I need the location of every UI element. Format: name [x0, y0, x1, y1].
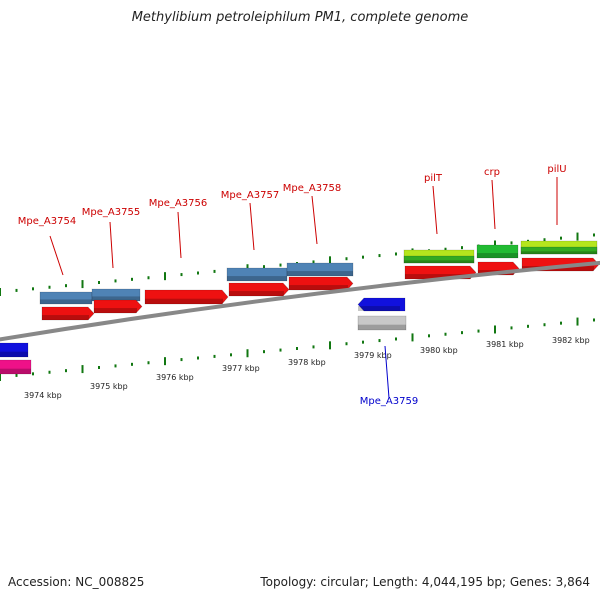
gene-leader-line — [249, 202, 255, 251]
tick-label: 3980 kbp — [420, 346, 458, 355]
genome-summary-text: Topology: circular; Length: 4,044,195 bp… — [260, 575, 590, 589]
gene-leader-line — [432, 185, 438, 235]
cds-arrow-shade — [289, 285, 348, 290]
cds-arrow — [228, 282, 290, 297]
cds-arrow-shade — [229, 291, 284, 296]
gene-labels: Mpe_A3754 Mpe_A3755 Mpe_A3756 Mpe_A3757 Mpe_… — [18, 164, 567, 407]
gene-block — [91, 288, 141, 302]
cds-arrow — [144, 289, 229, 305]
cds-arrow — [41, 306, 95, 321]
gene-block-shade — [40, 299, 92, 304]
gene-label: Mpe_A3758 — [283, 183, 341, 194]
gene-block — [39, 291, 93, 305]
gene-label: Mpe_A3754 — [18, 216, 76, 227]
reverse-cds-block-shade — [358, 324, 406, 330]
reverse-gene-arrow — [357, 297, 406, 312]
inner-tick-track — [0, 317, 595, 381]
gene-block-shade — [227, 276, 287, 281]
kbp-tick-labels: 3974 kbp 3975 kbp 3976 kbp 3977 kbp 3978 kbp… — [24, 336, 590, 400]
cds-arrow-shade — [94, 308, 137, 313]
reverse-cds-block — [357, 315, 407, 331]
gene-leader-line — [109, 221, 114, 269]
gene-block-shade — [477, 253, 518, 258]
accession-text: Accession: NC_008825 — [8, 575, 145, 589]
tick-label: 3975 kbp — [90, 382, 128, 391]
tick-label: 3977 kbp — [222, 364, 260, 373]
cds-arrow-shade — [145, 298, 223, 304]
gene-label: pilU — [547, 164, 566, 175]
gene-label: Mpe_A3756 — [149, 198, 207, 209]
gene-label: Mpe_A3759 — [360, 396, 418, 407]
gene-leader-line — [384, 345, 390, 399]
gene-leader-line — [311, 195, 318, 245]
tick-label: 3976 kbp — [156, 373, 194, 382]
gene-label: Mpe_A3755 — [82, 207, 140, 218]
genome-backbone — [0, 260, 600, 342]
gene-block-shade — [92, 296, 140, 301]
forward-cds-track — [41, 257, 600, 321]
gene-block — [520, 246, 598, 255]
gene-label: Mpe_A3757 — [221, 190, 279, 201]
cds-arrow — [93, 299, 143, 314]
tick-label: 3979 kbp — [354, 351, 392, 360]
tick-label: 3974 kbp — [24, 391, 62, 400]
cds-arrow-shade — [42, 315, 89, 320]
gene-block-shade — [404, 260, 474, 263]
gene-block-shade — [287, 271, 353, 276]
reverse-feature-track — [0, 297, 407, 375]
map-title: Methylibium petroleiphilum PM1, complete… — [131, 10, 469, 25]
reverse-gene-arrow-shade — [358, 306, 400, 311]
tick-label: 3978 kbp — [288, 358, 326, 367]
reverse-cds-block — [0, 359, 32, 375]
gene-label: crp — [484, 167, 500, 178]
reverse-cds-block-shade — [0, 368, 31, 374]
tick-label: 3981 kbp — [486, 340, 524, 349]
reverse-gene-block-shade — [0, 351, 28, 357]
gene-leader-line — [491, 179, 496, 230]
gene-label: pilT — [424, 173, 443, 184]
gene-block — [476, 244, 519, 259]
gene-leader-line — [177, 211, 182, 259]
cds-arrow — [288, 276, 354, 291]
gene-block — [226, 267, 288, 282]
gene-block — [286, 262, 354, 277]
tick-label: 3982 kbp — [552, 336, 590, 345]
gene-leader-line — [49, 235, 64, 276]
gene-block-shade — [521, 251, 597, 254]
forward-gene-track — [39, 240, 598, 305]
cds-arrow-shade — [405, 274, 471, 279]
gene-block — [403, 255, 475, 264]
reverse-gene-block — [0, 342, 29, 358]
